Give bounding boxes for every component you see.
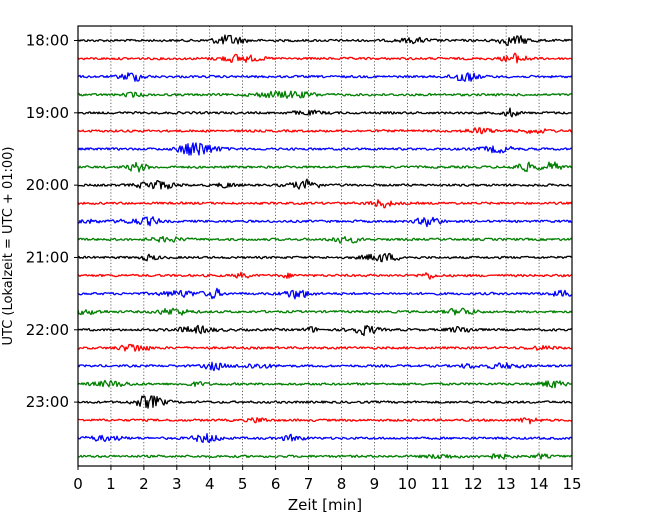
x-axis-ticks: 0 1 2 3 4 5 6 7 8 9 10 11 12 13 14 15 bbox=[73, 466, 582, 493]
trace-row bbox=[77, 343, 573, 352]
trace-row bbox=[77, 453, 573, 460]
trace-row bbox=[77, 271, 573, 280]
x-tick-label: 4 bbox=[205, 475, 215, 493]
x-tick-label: 8 bbox=[337, 475, 347, 493]
y-axis-ticks: 18:00 19:00 20:00 21:00 22:00 23:00 bbox=[26, 32, 78, 411]
trace-row bbox=[77, 52, 573, 64]
trace-row bbox=[77, 235, 573, 244]
y-tick-label: 23:00 bbox=[26, 393, 69, 411]
y-tick-label: 18:00 bbox=[26, 32, 69, 50]
trace-row bbox=[77, 161, 573, 173]
x-tick-label: 7 bbox=[304, 475, 314, 493]
x-tick-label: 3 bbox=[172, 475, 182, 493]
x-tick-label: 13 bbox=[497, 475, 516, 493]
y-tick-label: 20:00 bbox=[26, 176, 69, 194]
trace-rows bbox=[77, 34, 573, 460]
trace-row bbox=[77, 34, 573, 46]
x-tick-label: 1 bbox=[106, 475, 116, 493]
trace-row bbox=[77, 216, 573, 228]
grid-lines bbox=[110, 26, 540, 466]
trace-row bbox=[77, 361, 573, 372]
x-tick-label: 5 bbox=[238, 475, 248, 493]
x-tick-label: 2 bbox=[139, 475, 149, 493]
x-tick-label: 11 bbox=[431, 475, 450, 493]
y-axis-label: UTC (Lokalzeit = UTC + 01:00) bbox=[1, 147, 16, 346]
trace-row bbox=[77, 142, 573, 156]
x-tick-label: 9 bbox=[370, 475, 380, 493]
trace-row bbox=[77, 178, 573, 190]
trace-row bbox=[77, 417, 573, 425]
trace-row bbox=[77, 107, 573, 118]
x-tick-label: 14 bbox=[530, 475, 549, 493]
y-tick-label: 19:00 bbox=[26, 104, 69, 122]
trace-row bbox=[77, 90, 573, 99]
trace-row bbox=[77, 72, 573, 82]
trace-row bbox=[77, 199, 573, 209]
trace-row bbox=[77, 307, 573, 316]
y-tick-label: 21:00 bbox=[26, 248, 69, 266]
trace-row bbox=[77, 433, 573, 443]
trace-row bbox=[77, 395, 573, 409]
x-tick-label: 0 bbox=[73, 475, 83, 493]
trace-row bbox=[77, 127, 573, 135]
y-tick-label: 22:00 bbox=[26, 321, 69, 339]
trace-row bbox=[77, 252, 573, 263]
x-tick-label: 10 bbox=[398, 475, 417, 493]
x-tick-label: 15 bbox=[562, 475, 581, 493]
trace-row bbox=[77, 324, 573, 337]
trace-row bbox=[77, 379, 573, 389]
x-tick-label: 12 bbox=[464, 475, 483, 493]
trace-row bbox=[77, 287, 573, 300]
plot-frame bbox=[77, 25, 573, 467]
x-tick-label: 6 bbox=[271, 475, 281, 493]
x-axis-label: Zeit [min] bbox=[288, 496, 362, 514]
